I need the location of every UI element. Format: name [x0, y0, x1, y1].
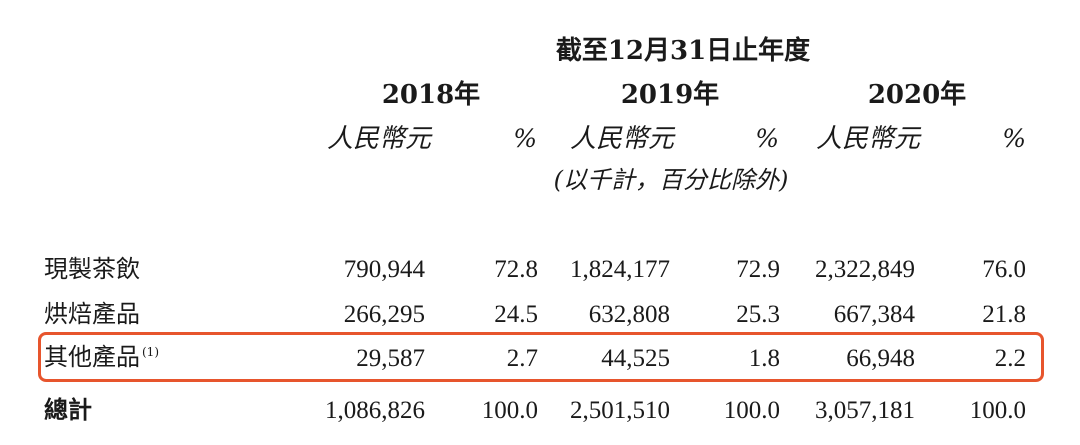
- year-2019-header: 2019年: [620, 80, 720, 110]
- row-cell: 100.0: [481, 397, 538, 424]
- row-cell: 25.3: [736, 301, 780, 328]
- row-cell: 2.7: [506, 345, 538, 372]
- row-cell: 100.0: [969, 397, 1026, 424]
- row-cell: 29,587: [356, 345, 425, 372]
- row-cell: 100.0: [723, 397, 780, 424]
- row-cell: 24.5: [494, 301, 538, 328]
- row-cell: 266,295: [343, 301, 425, 328]
- percent-2020-label: %: [1002, 124, 1026, 153]
- percent-2018-label: %: [513, 124, 537, 153]
- row-cell: 790,944: [343, 256, 425, 283]
- row-cell: 72.9: [736, 256, 780, 283]
- row-cell: 1.8: [748, 345, 780, 372]
- footnote-marker: (1): [142, 345, 159, 359]
- row-cell: 2,322,849: [815, 256, 915, 283]
- row-cell: 76.0: [982, 256, 1026, 283]
- unit-2019-label: 人民幣元: [570, 124, 675, 154]
- row-cell: 2,501,510: [570, 397, 670, 424]
- year-2020-header: 2020年: [867, 80, 967, 110]
- row-cell: 1,086,826: [325, 397, 425, 424]
- row-label: 總計: [44, 395, 92, 424]
- row-label-text: 其他產品: [44, 343, 140, 371]
- unit-2020-label: 人民幣元: [816, 124, 921, 154]
- row-cell: 21.8: [982, 301, 1026, 328]
- percent-2019-label: %: [755, 124, 779, 153]
- unit-2018-label: 人民幣元: [327, 124, 432, 154]
- row-cell: 66,948: [846, 345, 915, 372]
- row-cell: 44,525: [601, 345, 670, 372]
- row-cell: 632,808: [588, 301, 670, 328]
- row-cell: 72.8: [494, 256, 538, 283]
- row-cell: 667,384: [833, 301, 915, 328]
- period-title: 截至12月31日止年度: [555, 36, 811, 66]
- year-2018-header: 2018年: [381, 80, 481, 110]
- row-cell: 3,057,181: [815, 397, 915, 424]
- row-cell: 2.2: [994, 345, 1026, 372]
- table-note: (以千計，百分比除外): [553, 166, 789, 194]
- row-label: 其他產品 (1): [44, 345, 159, 369]
- row-label: 現製茶飲: [44, 255, 140, 283]
- row-label: 烘焙產品: [44, 300, 140, 328]
- row-cell: 1,824,177: [570, 256, 670, 283]
